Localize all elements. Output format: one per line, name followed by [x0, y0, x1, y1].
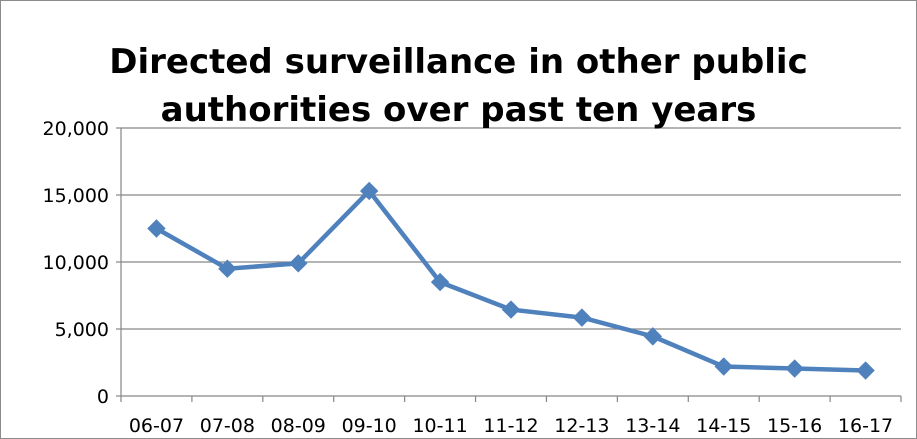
x-tick-label: 13-14	[625, 415, 680, 437]
y-tick-label: 5,000	[55, 319, 109, 341]
x-tick-label: 08-09	[271, 415, 326, 437]
data-point-marker	[289, 254, 308, 273]
data-point-marker	[856, 361, 875, 380]
data-point-marker	[785, 359, 804, 378]
x-tick-label: 12-13	[554, 415, 609, 437]
series-layer	[147, 181, 875, 380]
y-tick-label: 20,000	[43, 118, 109, 140]
data-point-marker	[501, 300, 521, 319]
x-tick-label: 09-10	[342, 415, 397, 437]
chart-title: Directed surveillance in other public au…	[0, 38, 917, 134]
y-tick-label: 0	[97, 386, 109, 408]
y-tick-label: 15,000	[43, 185, 109, 207]
y-tick-label: 10,000	[43, 252, 109, 274]
data-point-marker	[147, 219, 166, 238]
axes	[116, 127, 902, 402]
series-line	[154, 188, 868, 373]
data-point-marker	[218, 259, 237, 278]
x-tick-label: 11-12	[483, 415, 538, 437]
x-tick-label: 15-16	[767, 415, 822, 437]
data-point-marker	[430, 272, 450, 292]
x-tick-label: 14-15	[696, 415, 751, 437]
chart-title-line-1: Directed surveillance in other public	[109, 42, 808, 82]
x-tick-labels: 06-07 07-08 08-09 09-10 10-11 11-12 12-13 13-14…	[129, 415, 893, 437]
chart-title-line-2: authorities over past ten years	[160, 90, 757, 130]
x-tick-label: 16-17	[838, 415, 893, 437]
data-point-marker	[572, 308, 592, 327]
gridlines	[121, 127, 901, 330]
data-point-marker	[359, 181, 379, 201]
data-point-marker	[714, 357, 733, 376]
x-tick-label: 10-11	[412, 415, 467, 437]
data-point-marker	[643, 327, 663, 346]
x-tick-label: 06-07	[129, 415, 184, 437]
x-tick-label: 07-08	[200, 415, 255, 437]
y-tick-labels: 0 5,000 10,000 15,000 20,000	[43, 118, 109, 408]
